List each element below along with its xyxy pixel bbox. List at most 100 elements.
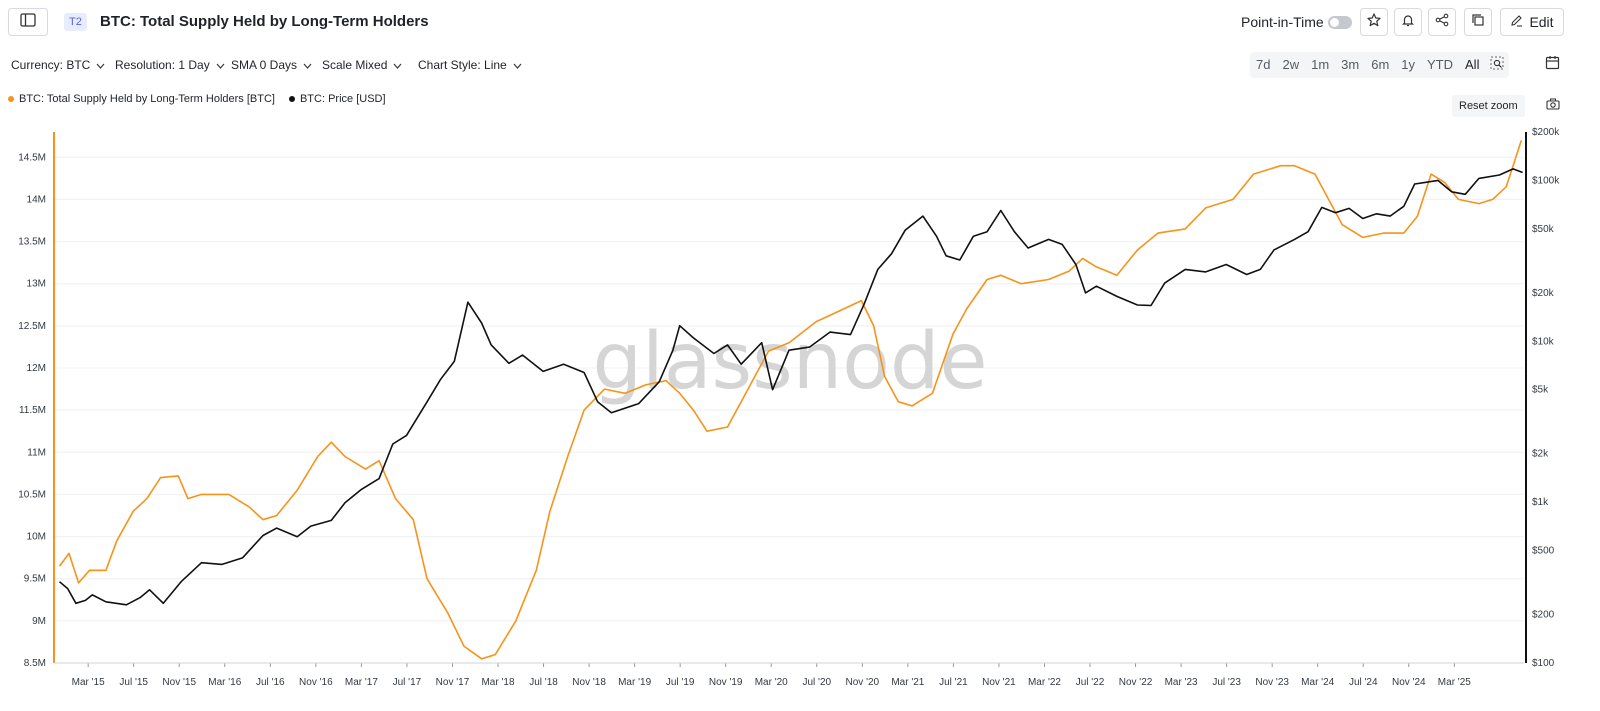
top-bar: T2 BTC: Total Supply Held by Long-Term H… [0,0,1600,44]
favorite-button[interactable] [1360,8,1388,36]
sma-dropdown[interactable]: SMA 0 Days [231,58,312,72]
chart-style-label: Chart Style: Line [418,58,507,72]
y-left-tick-label: 11M [27,447,46,458]
x-tick-label: Mar '21 [891,677,924,688]
copy-icon [1471,13,1485,32]
calendar-icon [1545,55,1560,75]
x-tick-label: Jul '21 [939,677,968,688]
x-tick-label: Mar '16 [208,677,241,688]
resolution-dropdown[interactable]: Resolution: 1 Day [115,58,225,72]
sma-label: SMA 0 Days [231,58,298,72]
watermark: glassnode [593,317,988,407]
chevron-down-icon [303,58,312,72]
y-right-tick-label: $20k [1532,288,1555,299]
x-tick-label: Jul '16 [256,677,285,688]
x-tick-label: Mar '17 [345,677,378,688]
x-tick-label: Jul '19 [666,677,695,688]
x-tick-label: Mar '18 [481,677,514,688]
chevron-down-icon [96,58,105,72]
range-1m[interactable]: 1m [1311,57,1330,72]
y-right-tick-label: $50k [1532,224,1555,235]
sidebar-panel-icon [20,12,36,32]
range-1y[interactable]: 1y [1401,57,1416,72]
x-tick-label: Jul '24 [1349,677,1378,688]
x-tick-label: Mar '22 [1028,677,1061,688]
duplicate-button[interactable] [1464,8,1492,36]
legend-label: BTC: Total Supply Held by Long-Term Hold… [19,93,275,105]
x-tick-label: Nov '15 [162,677,196,688]
y-right-tick-label: $2k [1532,449,1549,460]
x-tick-label: Nov '23 [1255,677,1289,688]
legend-dot [288,96,295,102]
point-in-time-toggle[interactable] [1328,16,1352,29]
legend-item-lth-supply[interactable]: BTC: Total Supply Held by Long-Term Hold… [8,93,275,105]
toggle-knob [1330,18,1339,27]
bell-icon [1401,13,1415,32]
y-right-tick-label: $10k [1532,336,1555,347]
y-left-tick-label: 9M [32,616,46,627]
y-left-tick-label: 12.5M [18,321,46,332]
x-tick-label: Mar '23 [1165,677,1198,688]
screenshot-button[interactable] [1544,97,1562,115]
tick-labels: 8.5M 9M 9.5M 10M 10.5M 11M 11.5M 12M 12.5M 13M 13.… [18,127,1560,688]
y-left-tick-label: 12M [27,363,46,374]
chevron-down-icon [216,58,225,72]
y-left-tick-label: 13M [27,279,46,290]
x-tick-label: Nov '17 [436,677,470,688]
chart-controls: Currency: BTC Resolution: 1 Day SMA 0 Da… [0,52,1600,80]
y-right-tick-label: $200k [1532,127,1560,138]
zoom-icon [1490,56,1504,75]
sidebar-toggle-button[interactable] [8,8,48,36]
chart-canvas[interactable]: glassnode 8.5M 9M 9.5M 10M 10.5M 11M 11.5M 12M 1… [0,120,1600,711]
scale-dropdown[interactable]: Scale Mixed [322,58,402,72]
range-all[interactable]: All [1465,57,1480,72]
reset-zoom-button[interactable]: Reset zoom [1452,95,1525,117]
chart-style-dropdown[interactable]: Chart Style: Line [418,58,522,72]
legend-item-price[interactable]: BTC: Price [USD] [288,93,386,105]
x-tick-label: Nov '18 [572,677,606,688]
series-line-price [58,168,1523,606]
camera-icon [1546,97,1560,115]
x-tick-label: Nov '19 [709,677,743,688]
x-tick-label: Jul '22 [1076,677,1105,688]
currency-dropdown[interactable]: Currency: BTC [11,58,105,72]
x-tick-label: Mar '20 [755,677,788,688]
share-button[interactable] [1428,8,1456,36]
edit-label: Edit [1529,14,1554,30]
range-6m[interactable]: 6m [1371,57,1390,72]
x-tick-label: Jul '23 [1212,677,1241,688]
pencil-icon [1510,14,1523,30]
x-tick-label: Mar '19 [618,677,651,688]
star-icon [1367,12,1381,32]
x-tick-label: Nov '16 [299,677,333,688]
legend-label: BTC: Price [USD] [299,93,386,105]
range-3m[interactable]: 3m [1341,57,1360,72]
range-ytd[interactable]: YTD [1427,57,1454,72]
chart-legend: BTC: Total Supply Held by Long-Term Hold… [8,93,386,105]
share-icon [1435,13,1449,32]
x-tick-label: Nov '24 [1392,677,1426,688]
y-left-tick-label: 10M [27,532,46,543]
calendar-button[interactable] [1538,52,1566,78]
y-left-tick-label: 9.5M [24,574,46,585]
chevron-down-icon [513,58,522,72]
point-in-time-label: Point-in-Time [1241,14,1324,30]
y-left-tick-label: 14M [27,194,46,205]
x-tick-label: Mar '15 [72,677,105,688]
currency-label: Currency: BTC [11,58,91,72]
x-tick-label: Nov '22 [1119,677,1153,688]
zoom-select-button[interactable] [1485,52,1509,78]
range-7d[interactable]: 7d [1256,57,1271,72]
x-tick-label: Nov '20 [846,677,880,688]
x-tick-label: Jul '18 [529,677,558,688]
edit-button[interactable]: Edit [1500,8,1564,36]
series [58,140,1523,660]
y-right-tick-label: $100k [1532,175,1560,186]
x-tick-label: Jul '15 [119,677,148,688]
range-2w[interactable]: 2w [1282,57,1300,72]
alert-button[interactable] [1394,8,1422,36]
y-right-tick-label: $5k [1532,385,1549,396]
axes [53,132,1527,667]
x-tick-label: Mar '25 [1438,677,1471,688]
y-right-tick-label: $1k [1532,497,1549,508]
